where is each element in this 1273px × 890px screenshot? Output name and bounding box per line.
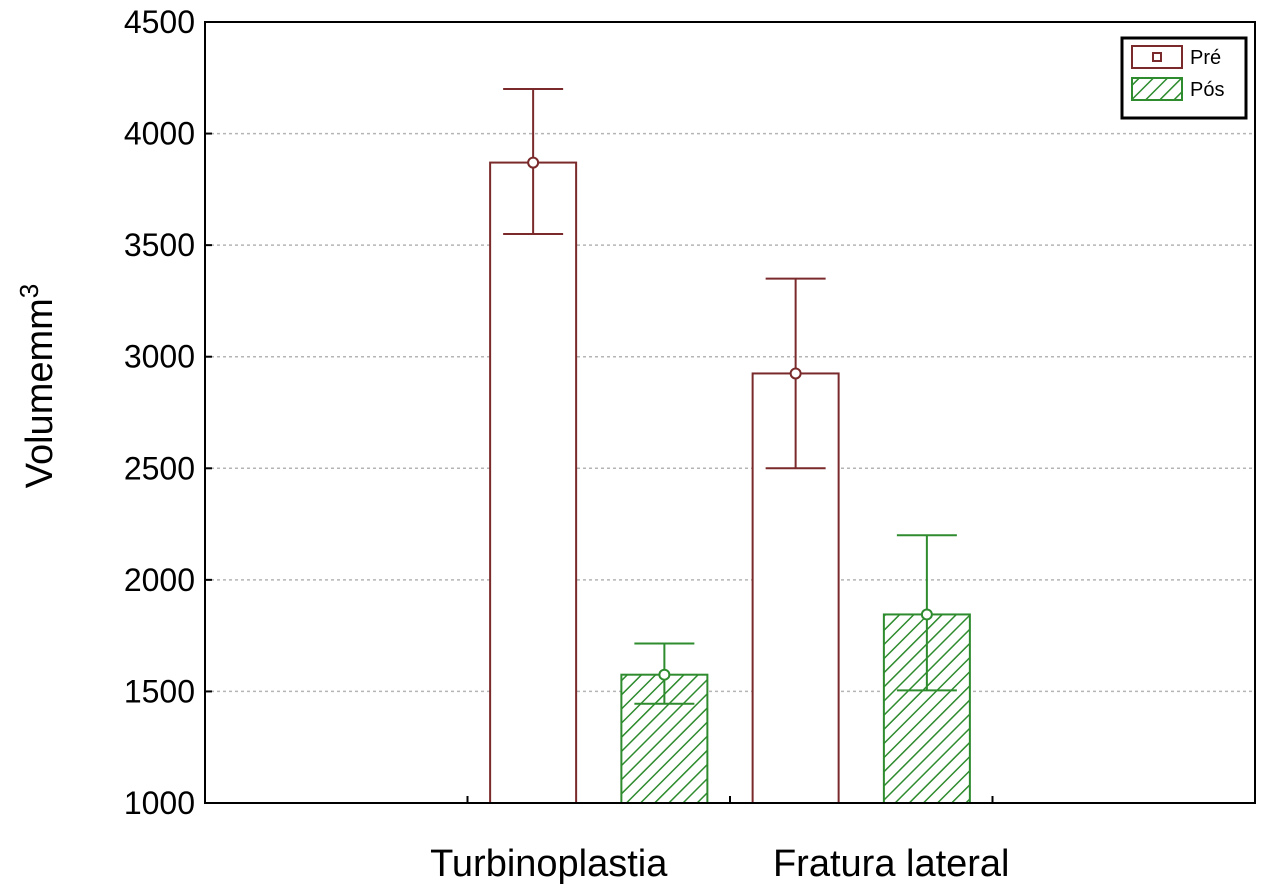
x-category-label: Turbinoplastia	[430, 843, 668, 885]
legend-marker	[1152, 52, 1162, 62]
x-category-label: Fratura lateral	[773, 843, 1010, 885]
plot-frame	[204, 21, 1256, 804]
y-axis-label-superscript: 3	[14, 284, 44, 298]
mean-marker	[658, 668, 671, 681]
y-axis-label-main: Volumemm	[19, 298, 61, 488]
mean-marker	[920, 608, 933, 621]
legend: Pré Pós	[1120, 36, 1248, 120]
y-axis-label: Volumemm3	[14, 284, 61, 489]
mean-marker	[527, 156, 540, 169]
y-tick-label: 1000	[124, 785, 195, 821]
legend-label-pós: Pós	[1190, 79, 1224, 101]
y-tick-label: 1500	[124, 673, 195, 709]
axes: 1000 1500 2000 2500 3000 3500 4000 4500 Turbinop…	[124, 4, 1256, 885]
y-tick-label: 2500	[124, 450, 195, 486]
legend-label-pré: Pré	[1190, 47, 1221, 69]
mean-marker	[789, 367, 802, 380]
legend-swatch-pós	[1131, 77, 1183, 101]
y-tick-label: 3000	[124, 339, 195, 375]
y-tick-label: 3500	[124, 227, 195, 263]
grid-lines	[205, 132, 1255, 693]
y-tick-label: 4500	[124, 4, 195, 40]
bar-pré-0	[489, 161, 578, 804]
bars	[489, 87, 971, 805]
y-tick-label: 2000	[124, 562, 195, 598]
y-tick-label: 4000	[124, 116, 195, 152]
